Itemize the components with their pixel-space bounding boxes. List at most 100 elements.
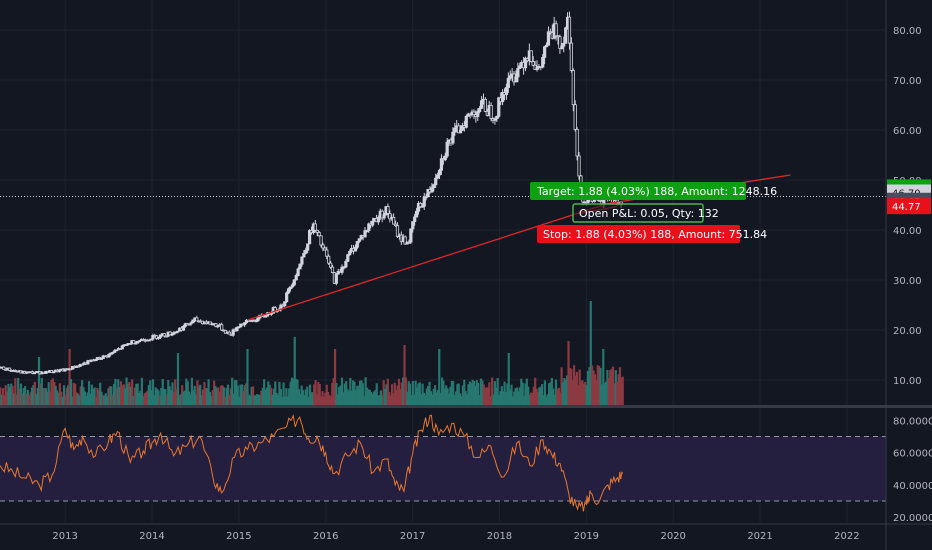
- volume-bar-61: [83, 391, 86, 405]
- volume-bar-116: [160, 387, 163, 405]
- volume-bar-425: [589, 301, 592, 405]
- volume-bar-220: [304, 389, 307, 405]
- volume-bar-269: [372, 391, 376, 405]
- volume-bar-70: [96, 387, 99, 405]
- volume-bar-33: [44, 387, 48, 405]
- price-tick-label: 10.00: [893, 376, 922, 387]
- candle-body-234: [445, 141, 449, 157]
- candle-body-152: [288, 286, 293, 290]
- volume-bar-313: [434, 385, 437, 405]
- volume-bar-291: [403, 345, 406, 405]
- volume-bar-27: [36, 387, 39, 405]
- volume-bar-301: [417, 383, 420, 405]
- volume-bar-407: [564, 379, 567, 405]
- volume-bar-350: [485, 387, 488, 405]
- volume-bar-244: [338, 386, 341, 405]
- candle-body-294: [560, 45, 564, 49]
- volume-bar-320: [443, 388, 446, 405]
- volume-bar-68: [93, 387, 96, 405]
- candle-body-173: [328, 262, 333, 268]
- candle-body-251: [478, 107, 482, 113]
- volume-bar-408: [566, 375, 569, 405]
- volume-bar-73: [100, 391, 103, 405]
- volume-bar-150: [207, 379, 210, 405]
- volume-bar-222: [307, 396, 310, 405]
- volume-bar-419: [581, 380, 584, 405]
- volume-bar-112: [154, 387, 157, 405]
- price-tick-label: 80.00: [893, 26, 922, 37]
- volume-bar-341: [472, 381, 476, 405]
- volume-bar-19: [25, 393, 28, 405]
- candle-body-265: [504, 87, 509, 96]
- volume-bar-156: [215, 387, 219, 405]
- volume-bar-351: [486, 387, 490, 405]
- volume-bar-48: [65, 387, 68, 405]
- candle-body-57: [107, 353, 111, 358]
- time-tick-label: 2015: [226, 531, 251, 542]
- price-tick-label: 20.00: [893, 326, 922, 337]
- candle-body-187: [355, 241, 359, 248]
- target-label[interactable]: Target: 1.88 (4.03%) 188, Amount: 1248.1…: [530, 182, 777, 200]
- stop-label[interactable]: Stop: 1.88 (4.03%) 188, Amount: 751.84: [537, 225, 767, 243]
- volume-bar-353: [489, 396, 492, 405]
- candle-body-186: [353, 246, 358, 252]
- time-tick-label: 2016: [313, 531, 338, 542]
- volume-bar-430: [596, 365, 599, 405]
- volume-bar-148: [204, 388, 207, 405]
- volume-bar-339: [470, 383, 473, 405]
- volume-bar-275: [381, 395, 384, 405]
- volume-bar-37: [50, 379, 53, 405]
- volume-bar-20: [26, 389, 29, 405]
- candle-body-272: [518, 65, 522, 69]
- volume-bar-340: [471, 379, 474, 405]
- volume-bar-60: [82, 387, 85, 405]
- candle-body-155: [294, 275, 298, 281]
- volume-bar-261: [361, 383, 364, 405]
- candle-body-114: [216, 325, 220, 328]
- volume-bar-62: [85, 395, 88, 405]
- volume-bar-53: [72, 382, 75, 405]
- volume-bar-405: [561, 382, 565, 405]
- candle-body-151: [286, 288, 291, 294]
- candle-body-215: [409, 228, 413, 243]
- time-tick-label: 2017: [400, 531, 425, 542]
- volume-bar-307: [425, 388, 428, 405]
- volume-bar-233: [322, 396, 326, 405]
- volume-bar-35: [47, 382, 50, 405]
- volume-bar-74: [101, 395, 105, 405]
- volume-bar-57: [78, 395, 81, 405]
- volume-bar-10: [12, 393, 16, 405]
- candle-body-218: [414, 210, 419, 218]
- candle-layer[interactable]: [0, 11, 623, 375]
- volume-bar-109: [150, 390, 153, 405]
- candle-body-248: [472, 111, 476, 116]
- rsi-tick-label: 80.0000: [893, 416, 932, 427]
- entry-label[interactable]: Open P&L: 0.05, Qty: 132: [572, 203, 719, 223]
- candle-body-233: [443, 155, 447, 161]
- volume-bar-47: [64, 395, 67, 405]
- candle-body-180: [342, 266, 346, 269]
- volume-bar-432: [599, 368, 602, 405]
- candle-body-224: [426, 188, 430, 198]
- volume-bar-364: [504, 392, 508, 405]
- volume-bar-376: [521, 382, 524, 405]
- volume-bar-65: [89, 393, 92, 405]
- volume-bar-45: [61, 396, 64, 405]
- candle-body-100: [189, 322, 193, 325]
- volume-bar-126: [174, 379, 177, 405]
- candle-body-238: [453, 127, 457, 133]
- volume-bar-318: [440, 377, 444, 405]
- volume-bar-358: [496, 377, 499, 405]
- volume-bar-417: [578, 369, 581, 405]
- volume-bar-206: [285, 388, 288, 405]
- price-badge-box: [887, 198, 931, 215]
- candle-body-183: [348, 251, 352, 256]
- volume-bar-43: [58, 383, 61, 405]
- volume-bar-392: [543, 380, 547, 405]
- volume-bar-384: [532, 386, 535, 405]
- candle-body-167: [317, 232, 321, 237]
- volume-bar-380: [527, 386, 530, 405]
- candle-body-241: [458, 129, 463, 134]
- volume-bar-289: [400, 382, 403, 405]
- volume-bar-108: [149, 380, 152, 405]
